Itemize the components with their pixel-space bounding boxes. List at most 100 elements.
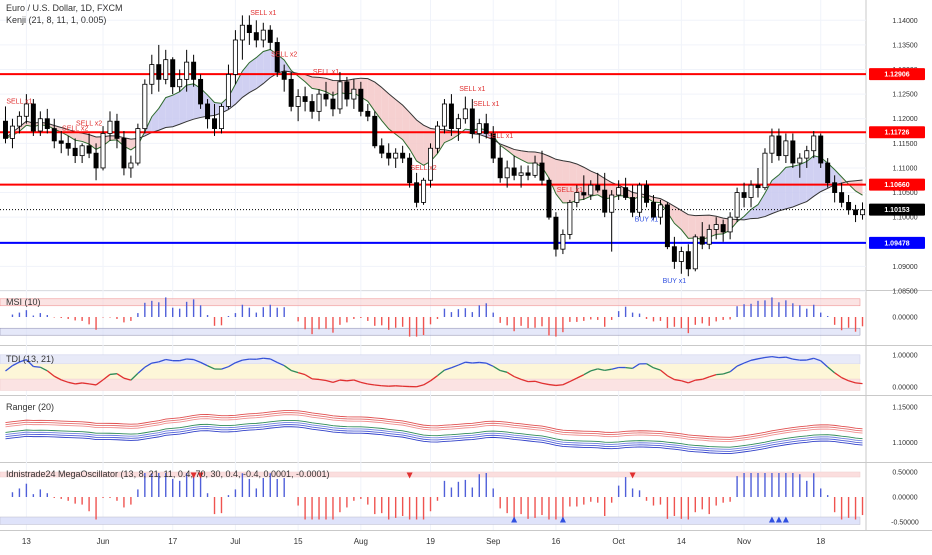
kenji-cloud-segment (382, 87, 389, 128)
candle-body (66, 143, 70, 148)
candle-body (394, 153, 398, 158)
candle-body (178, 79, 182, 86)
time-axis-label: 17 (168, 537, 177, 546)
candle-body (101, 133, 105, 167)
candle-body (352, 89, 356, 99)
candle-body (3, 121, 7, 138)
candle-body (805, 151, 809, 158)
buy-signal-label: BUY x1 (635, 216, 659, 223)
msi-overbought-zone (0, 299, 860, 306)
time-axis-label: Jul (230, 537, 240, 546)
candle-body (749, 185, 753, 197)
tdi-line-segment (187, 359, 194, 360)
candle-body (331, 99, 335, 109)
kenji-cloud-segment (772, 175, 779, 214)
candle-body (185, 62, 189, 79)
tdi-line-segment (556, 385, 563, 386)
candle-body (80, 146, 84, 156)
candle-body (568, 202, 572, 234)
candle-body (338, 82, 342, 109)
candle-body (826, 163, 830, 183)
candle-body (449, 104, 453, 129)
price-tick-label: 1.12000 (892, 116, 917, 123)
tdi-line-segment (33, 366, 40, 367)
time-axis-label: Nov (737, 537, 751, 546)
candle-body (421, 180, 425, 202)
candle-body (700, 237, 704, 244)
candle-body (157, 65, 161, 80)
candle-body (770, 136, 774, 153)
candle-body (150, 65, 154, 85)
candle-body (310, 102, 314, 112)
candle-body (651, 202, 655, 217)
kenji-cloud-segment (235, 71, 242, 104)
candle-body (665, 205, 669, 247)
level-price-label: 1.10153 (884, 207, 909, 214)
candle-body (519, 173, 523, 175)
candle-body (198, 79, 202, 104)
candle-body (561, 234, 565, 249)
tdi-line-segment (347, 380, 354, 381)
time-axis-label: 18 (816, 537, 825, 546)
kenji-cloud-segment (758, 193, 765, 218)
candle-body (644, 185, 648, 202)
price-tick-label: 1.09000 (892, 264, 917, 271)
kenji-cloud-segment (389, 94, 396, 134)
candle-body (324, 94, 328, 99)
tdi-upper-zone (0, 355, 860, 364)
candle-body (637, 185, 641, 212)
candle-body (498, 158, 502, 178)
time-axis-label: Sep (486, 537, 501, 546)
candle-body (554, 217, 558, 249)
tdi-line-segment (472, 362, 479, 363)
level-price-label: 1.09478 (884, 240, 909, 247)
ranger-pane-title: Ranger (20) (6, 402, 54, 412)
candle-body (205, 104, 209, 119)
kenji-cloud-segment (793, 165, 800, 207)
ranger-tick-label: 1.15000 (892, 405, 917, 412)
price-tick-label: 1.11500 (893, 141, 918, 148)
tdi-line-segment (340, 380, 347, 381)
tdi-line-segment (375, 385, 382, 386)
kenji-cloud-segment (563, 161, 570, 203)
time-axis-label: 16 (551, 537, 560, 546)
ranger-tick-label: 1.10000 (892, 440, 917, 447)
sell-signal-label: SELL x2 (271, 52, 297, 59)
candle-body (24, 104, 28, 116)
candle-body (240, 25, 244, 40)
level-price-label: 1.10660 (884, 182, 909, 189)
candle-body (840, 193, 844, 203)
candle-body (547, 180, 551, 217)
candle-body (791, 141, 795, 163)
indicator-title: Kenji (21, 8, 11, 1, 0.005) (6, 15, 106, 25)
candle-body (136, 129, 140, 163)
tdi-line-segment (549, 385, 556, 386)
kenji-cloud-segment (695, 215, 702, 239)
candle-body (31, 104, 35, 131)
candle-body (261, 30, 265, 40)
candle-body (672, 247, 676, 262)
candle-body (686, 252, 690, 269)
candle-body (860, 210, 864, 215)
sell-signal-label: SELL x1 (459, 86, 485, 93)
kenji-cloud-segment (326, 78, 333, 95)
candle-body (477, 124, 481, 134)
time-axis-label: Oct (612, 537, 625, 546)
level-price-label: 1.12906 (884, 72, 909, 79)
msi-pane-title: MSI (10) (6, 297, 41, 307)
candle-body (679, 252, 683, 262)
candle-body (282, 72, 286, 79)
tdi-line-segment (479, 362, 486, 363)
candle-body (721, 225, 725, 232)
candle-body (714, 225, 718, 230)
candle-body (693, 237, 697, 269)
candle-body (512, 168, 516, 175)
msi-tick-label: 0.00000 (892, 315, 917, 322)
tdi-line-segment (465, 362, 472, 363)
kenji-cloud-segment (375, 82, 382, 120)
candle-body (533, 163, 537, 175)
candle-body (742, 193, 746, 198)
buy-signal-label: BUY x1 (663, 278, 687, 285)
